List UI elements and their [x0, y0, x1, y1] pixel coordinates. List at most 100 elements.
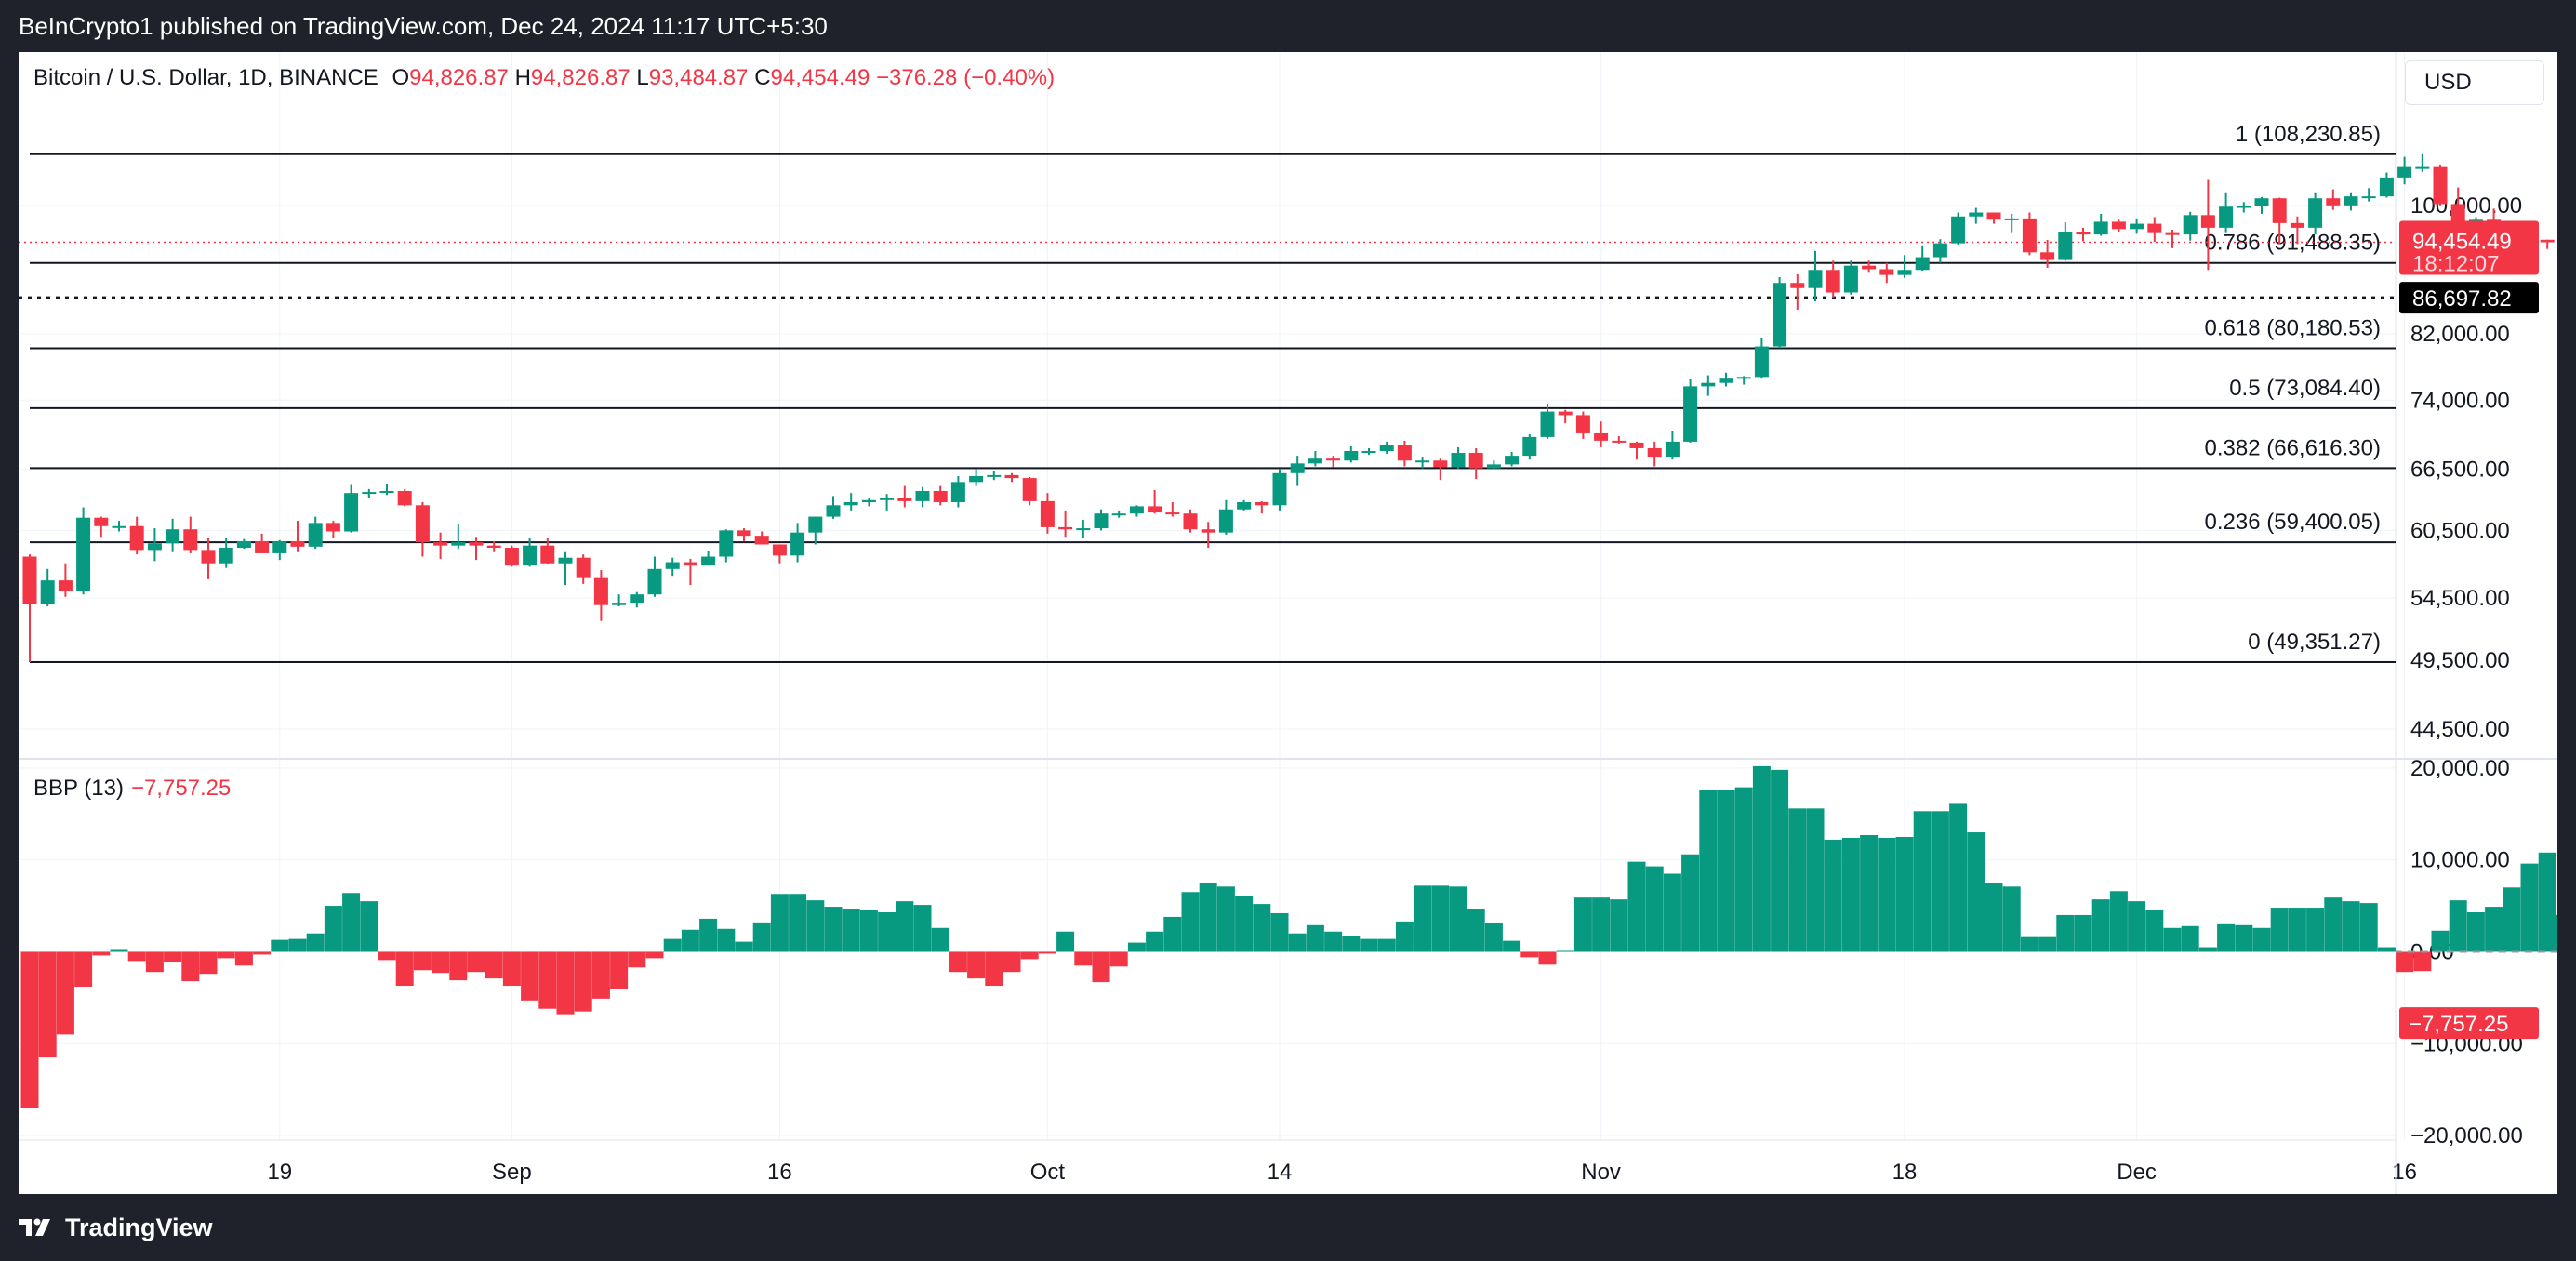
candle-body — [1468, 453, 1483, 469]
candle-body — [1165, 512, 1180, 515]
candle-body — [1808, 270, 1823, 288]
bbp-bar — [234, 951, 253, 966]
chart-panel[interactable]: 19Sep16Oct14Nov18Dec16202514100,000.0082… — [19, 52, 2557, 1194]
dotted-level-badge — [2399, 282, 2539, 314]
candle-body — [1522, 436, 1537, 457]
candle-body — [94, 517, 109, 526]
bbp-bar — [2056, 914, 2075, 952]
bbp-bar — [1020, 951, 1039, 960]
open-label: O — [392, 65, 410, 90]
candle-body — [2415, 166, 2430, 169]
bbp-bar — [1556, 950, 1574, 952]
bbp-bar — [1734, 787, 1753, 952]
price-axis-label: 60,500.00 — [2410, 518, 2510, 543]
bbp-bar — [20, 951, 39, 1108]
candle-body — [1361, 450, 1376, 453]
bbp-bar — [770, 894, 789, 952]
candle-body — [523, 545, 538, 566]
candle-body — [469, 542, 484, 546]
bbp-bar — [502, 951, 521, 987]
bbp-bar — [1627, 861, 1646, 952]
bbp-bar — [1146, 931, 1164, 952]
candle-body — [1790, 283, 1805, 288]
candle-body — [1237, 501, 1252, 510]
candle-body — [1326, 458, 1341, 461]
candle-body — [1379, 445, 1394, 451]
candle-body — [1594, 432, 1609, 441]
candle-body — [1879, 269, 1894, 275]
candle-body — [790, 532, 805, 556]
bbp-bar — [1324, 931, 1343, 952]
candle-body — [397, 490, 412, 506]
candle-body — [22, 556, 37, 604]
bbp-bar — [628, 951, 646, 968]
bbp-bar — [181, 951, 200, 982]
candle-body — [826, 505, 841, 517]
tradingview-logo-icon[interactable]: TradingView — [19, 1214, 213, 1242]
bbp-bar — [38, 951, 57, 1058]
bbp-bar — [288, 938, 307, 952]
candle-body — [1344, 450, 1359, 461]
candle-body — [1129, 506, 1144, 514]
bbp-bar — [1573, 897, 1592, 952]
candle-body — [1540, 411, 1555, 437]
bbp-bar — [878, 911, 896, 952]
candle-body — [2433, 166, 2448, 205]
candle-body — [2379, 177, 2394, 197]
bbp-bar — [395, 951, 414, 987]
bbp-bar — [2306, 908, 2325, 952]
bbp-value-badge — [2399, 1007, 2539, 1040]
bbp-bar — [2002, 886, 2021, 952]
candle-body — [2397, 166, 2412, 178]
bbp-bar — [663, 938, 682, 952]
bbp-bar — [1752, 765, 1771, 952]
candle-body — [1397, 445, 1412, 461]
bbp-bar — [1288, 933, 1307, 952]
candle-body — [325, 523, 340, 532]
candle-body — [1915, 257, 1930, 271]
bbp-bar — [735, 941, 753, 952]
price-axis-label: 66,500.00 — [2410, 458, 2510, 483]
candle-body — [166, 529, 180, 544]
candle-body — [2344, 196, 2358, 206]
candle-body — [1486, 464, 1501, 469]
candle-body — [2183, 215, 2198, 235]
bbp-bar — [1199, 883, 1217, 952]
bbp-bar — [1360, 938, 1378, 952]
bbp-bar — [1127, 942, 1146, 952]
chart-canvas[interactable]: 19Sep16Oct14Nov18Dec16202514100,000.0082… — [19, 52, 2557, 1194]
bbp-bar — [1699, 790, 1718, 952]
bbp-bar — [378, 951, 396, 961]
candle-body — [2254, 198, 2269, 206]
open-value: 94,826.87 — [409, 65, 509, 90]
candle-body — [290, 540, 305, 547]
price-legend: Bitcoin / U.S. Dollar, 1D, BINANCE O94,8… — [33, 65, 1055, 91]
fib-level-label: 0.236 (59,400.05) — [2205, 510, 2381, 535]
bbp-bar — [449, 951, 468, 981]
candle-body — [1701, 382, 1716, 387]
candle-body — [2272, 198, 2287, 223]
bbp-bar — [1913, 811, 1932, 952]
price-axis-label: 54,500.00 — [2410, 586, 2510, 611]
candle-body — [2165, 232, 2180, 235]
indicator-name: BBP (13) — [33, 776, 124, 801]
bbp-bar — [824, 907, 843, 952]
x-tick-label: Oct — [1030, 1160, 1066, 1185]
candle-body — [129, 525, 144, 551]
currency-button[interactable]: USD — [2405, 60, 2544, 105]
bbp-bar — [1074, 951, 1093, 966]
candle-body — [1148, 506, 1162, 513]
candle-body — [1683, 386, 1698, 442]
candle-body — [1736, 377, 1751, 379]
candle-body — [2004, 218, 2019, 220]
candle-body — [1558, 411, 1573, 416]
candle-body — [451, 542, 466, 546]
candle-body — [754, 536, 769, 545]
candle-body — [1111, 513, 1126, 516]
last-price-badge-value: 94,454.49 — [2412, 230, 2512, 255]
candle-body — [1719, 378, 1733, 383]
bbp-bar — [2556, 914, 2557, 952]
bbp-bar — [1717, 790, 1735, 952]
candle-body — [219, 548, 233, 564]
candle-body — [933, 490, 948, 502]
